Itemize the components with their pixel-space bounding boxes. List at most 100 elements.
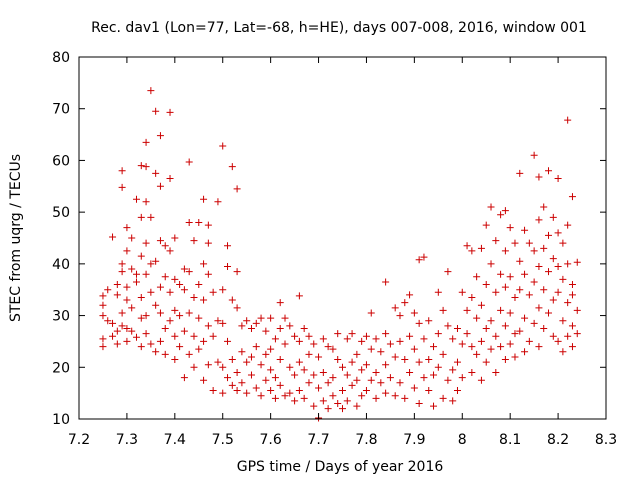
data-point xyxy=(204,322,212,330)
data-point xyxy=(487,317,495,325)
data-point xyxy=(568,281,576,289)
data-point xyxy=(132,195,140,203)
data-point xyxy=(568,343,576,351)
data-point xyxy=(410,345,418,353)
data-point xyxy=(458,340,466,348)
data-point xyxy=(113,281,121,289)
data-point xyxy=(477,376,485,384)
data-point xyxy=(410,384,418,392)
data-point xyxy=(353,350,361,358)
data-point xyxy=(152,257,160,265)
data-point xyxy=(137,162,145,170)
data-point xyxy=(224,262,232,270)
data-point xyxy=(568,291,576,299)
data-point xyxy=(521,348,529,356)
data-point xyxy=(300,325,308,332)
data-point xyxy=(257,392,265,400)
data-point xyxy=(109,319,117,327)
data-point xyxy=(200,296,208,304)
data-point xyxy=(99,312,107,320)
data-point xyxy=(310,402,318,410)
data-point xyxy=(521,226,529,234)
data-point xyxy=(391,392,399,400)
data-points xyxy=(99,87,581,422)
data-point xyxy=(353,402,361,410)
data-point xyxy=(233,368,241,376)
data-point xyxy=(113,327,121,335)
data-point xyxy=(406,368,414,376)
data-point xyxy=(243,389,251,397)
data-point xyxy=(386,374,394,382)
data-point xyxy=(132,270,140,278)
data-point xyxy=(415,319,423,327)
data-point xyxy=(401,356,409,364)
data-point xyxy=(228,296,236,304)
data-point xyxy=(535,262,543,270)
data-point xyxy=(343,335,351,343)
data-point xyxy=(281,340,289,348)
data-point xyxy=(99,335,107,343)
data-point xyxy=(554,262,562,270)
data-point xyxy=(530,278,538,286)
data-point xyxy=(185,309,193,317)
data-point xyxy=(348,330,356,338)
data-point xyxy=(243,358,251,366)
data-point xyxy=(535,304,543,312)
data-point xyxy=(415,399,423,407)
data-point xyxy=(171,332,179,340)
data-point xyxy=(511,293,519,301)
x-axis: 7.2 7.3 7.4 7.5 7.6 7.7 7.8 7.9 8 8.1 8.2 8.3 xyxy=(68,57,617,448)
data-point xyxy=(176,312,184,320)
data-point xyxy=(247,325,255,332)
data-point xyxy=(449,366,457,374)
data-point xyxy=(319,335,327,343)
y-axis: 10 20 30 40 50 60 70 80 xyxy=(52,50,606,428)
data-point xyxy=(257,314,265,322)
data-point xyxy=(156,283,164,291)
data-point xyxy=(137,252,145,260)
data-point xyxy=(482,358,490,366)
data-point xyxy=(497,343,505,351)
data-point xyxy=(549,213,557,221)
data-point xyxy=(573,306,581,314)
data-point xyxy=(228,381,236,389)
data-point xyxy=(568,193,576,201)
data-point xyxy=(276,299,284,307)
data-point xyxy=(219,319,227,327)
data-point xyxy=(142,270,150,278)
data-point xyxy=(353,376,361,384)
data-point xyxy=(185,350,193,358)
data-point xyxy=(564,260,572,268)
data-point xyxy=(252,319,260,327)
data-point xyxy=(142,163,150,171)
data-point xyxy=(492,288,500,296)
data-point xyxy=(377,348,385,356)
data-point xyxy=(406,291,414,299)
data-point xyxy=(348,381,356,389)
data-point xyxy=(391,353,399,361)
data-point xyxy=(511,239,519,247)
data-point xyxy=(137,343,145,351)
data-point xyxy=(180,286,188,294)
data-point xyxy=(477,301,485,309)
x-tick-label: 8.3 xyxy=(595,432,617,448)
data-point xyxy=(166,317,174,325)
data-point xyxy=(257,361,265,369)
y-tick-label: 70 xyxy=(52,102,70,118)
y-tick-label: 50 xyxy=(52,205,70,221)
data-point xyxy=(401,394,409,402)
data-point xyxy=(286,389,294,397)
data-point xyxy=(535,343,543,351)
data-point xyxy=(525,239,533,247)
data-point xyxy=(401,299,409,307)
data-point xyxy=(521,270,529,278)
x-tick-label: 7.7 xyxy=(307,432,329,448)
data-point xyxy=(501,207,509,215)
data-point xyxy=(348,358,356,366)
data-point xyxy=(372,394,380,402)
y-axis-label: STEC from uqrg / TECUs xyxy=(8,154,24,322)
data-point xyxy=(334,399,342,407)
data-point xyxy=(276,325,284,332)
data-point xyxy=(156,337,164,345)
data-point xyxy=(252,384,260,392)
